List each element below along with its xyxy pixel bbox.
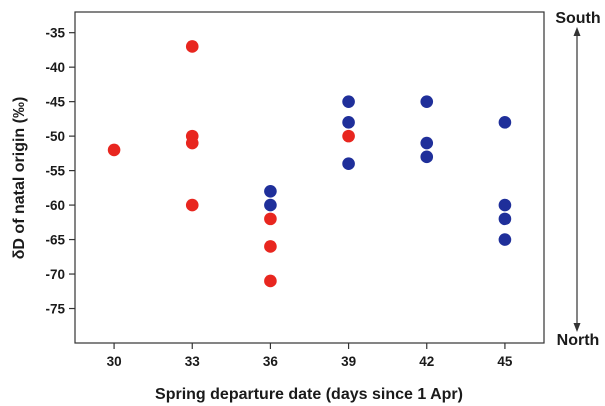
y-tick-label: -40 (45, 60, 65, 75)
blue-data-point (420, 95, 434, 108)
red-data-point (185, 198, 199, 212)
y-tick-label: -55 (45, 164, 65, 179)
x-tick-label: 33 (185, 354, 201, 369)
plot-frame (74, 11, 545, 344)
blue-data-point (498, 198, 512, 212)
red-data-point (185, 40, 199, 53)
y-axis: -35 -40 -45 -50 -55 -60 -65 -70 -75 (45, 26, 75, 317)
x-tick-label: 42 (419, 354, 434, 369)
y-tick-label: -65 (45, 233, 65, 248)
x-tick-label: 36 (263, 354, 279, 369)
blue-data-point (264, 184, 277, 198)
red-data-point (264, 212, 277, 226)
red-data-point (264, 240, 277, 253)
blue-data-point (342, 116, 355, 129)
red-data-point (185, 136, 199, 150)
y-axis-title: δD of natal origin (‰) (11, 97, 28, 260)
y-tick-label: -50 (45, 129, 65, 144)
red-data-point (264, 274, 277, 288)
y-tick-label: -75 (45, 302, 65, 317)
blue-data-point (264, 198, 277, 212)
blue-data-point (498, 116, 512, 129)
data-points (107, 40, 512, 288)
x-axis: 30 33 36 39 42 45 (107, 343, 513, 369)
south-label: South (555, 10, 600, 27)
y-tick-label: -60 (45, 198, 65, 213)
red-data-point (342, 129, 355, 143)
x-tick-label: 39 (341, 354, 356, 369)
blue-data-point (420, 136, 434, 150)
blue-data-point (342, 157, 355, 171)
x-axis-title: Spring departure date (days since 1 Apr) (155, 386, 463, 403)
red-data-point (107, 143, 121, 157)
y-tick-label: -35 (45, 26, 65, 41)
blue-data-point (498, 233, 512, 246)
y-tick-label: -45 (45, 95, 65, 110)
y-tick-label: -70 (45, 267, 65, 282)
south-north-arrow (573, 27, 581, 332)
north-label: North (557, 332, 600, 349)
blue-data-point (498, 212, 512, 226)
x-tick-label: 30 (107, 354, 122, 369)
blue-data-point (342, 95, 355, 108)
x-tick-label: 45 (497, 354, 513, 369)
blue-data-point (420, 150, 434, 164)
